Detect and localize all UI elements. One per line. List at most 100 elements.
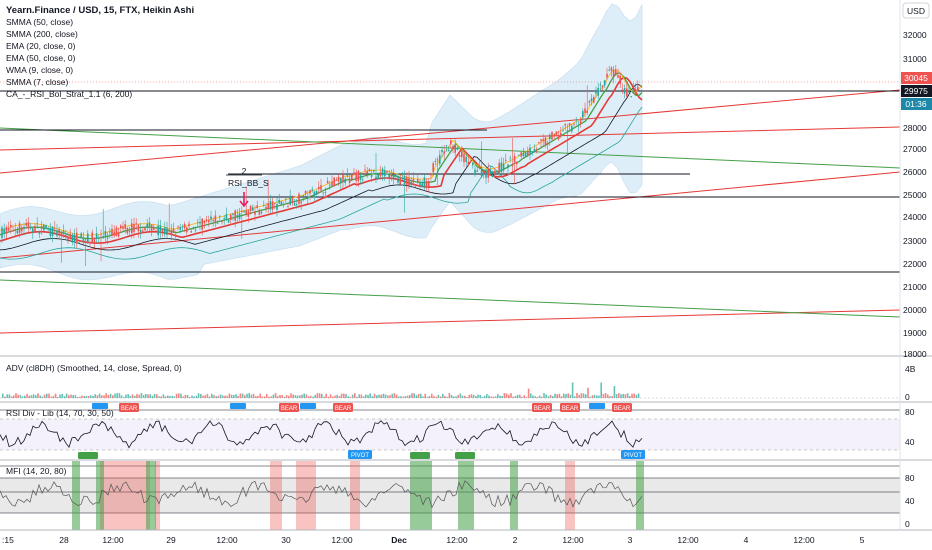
candle-body xyxy=(623,88,626,94)
indicator-legend-wma9[interactable]: WMA (9, close, 0) xyxy=(6,65,73,75)
candle-body xyxy=(498,163,500,173)
trend-line[interactable] xyxy=(0,279,901,318)
candle-body xyxy=(203,221,206,224)
bull-pivot-tag[interactable] xyxy=(78,452,98,459)
adv-bar xyxy=(362,396,365,398)
candle-body xyxy=(3,228,5,234)
bull-divergence-tag[interactable] xyxy=(589,403,605,409)
indicator-legend-smma7[interactable]: SMMA (7, close) xyxy=(6,77,69,87)
adv-bar xyxy=(633,393,635,398)
bear-tag[interactable] xyxy=(279,403,299,412)
candle-body xyxy=(175,234,177,237)
candle-body xyxy=(454,145,456,153)
candle-body xyxy=(82,239,85,242)
bull-pivot-tag[interactable] xyxy=(455,452,475,459)
adv-bar xyxy=(24,395,26,398)
mfi-title[interactable]: MFI (14, 20, 80) xyxy=(6,466,67,476)
last-price-box[interactable] xyxy=(901,72,932,84)
adv-bar xyxy=(593,394,596,398)
candle-body xyxy=(91,232,93,243)
bear-tag[interactable] xyxy=(333,403,353,412)
mfi-overbought-zone xyxy=(565,461,575,530)
indicator-legend-smma50[interactable]: SMMA (50, close) xyxy=(6,17,73,27)
candle-body xyxy=(214,215,217,223)
indicator-legend-smma200[interactable]: SMMA (200, close) xyxy=(6,29,78,39)
trend-line[interactable] xyxy=(0,126,901,151)
rsi-title[interactable]: RSI Div - Lib (14, 70, 30, 50) xyxy=(6,408,114,418)
bull-divergence-tag[interactable] xyxy=(230,403,246,409)
candle-body xyxy=(318,186,320,190)
adv-bar xyxy=(510,393,512,398)
candle-body xyxy=(384,170,386,177)
adv-bar xyxy=(525,396,528,398)
bear-tag[interactable] xyxy=(612,403,632,412)
trend-line[interactable] xyxy=(0,127,901,169)
adv-bar xyxy=(252,393,255,398)
candle-body xyxy=(582,111,584,118)
pivot-tag[interactable] xyxy=(348,450,372,459)
adv-bar xyxy=(296,395,299,398)
bear-tag[interactable] xyxy=(532,403,552,412)
time-axis[interactable]: :15 28 12:00 29 12:00 30 12:00 Dec 12:00… xyxy=(2,535,865,545)
line-price-box[interactable] xyxy=(901,85,932,97)
bull-divergence-tag[interactable] xyxy=(300,403,316,409)
adv-bar xyxy=(52,395,55,398)
adv-bar xyxy=(409,395,411,398)
indicator-legend-rsi-bol-strat[interactable]: CA_-_RSI_Bol_Strat_1.1 (6, 200) xyxy=(6,89,132,99)
candle-body xyxy=(546,142,549,145)
candle-body xyxy=(373,169,375,172)
main-price-pane[interactable] xyxy=(0,3,901,334)
signal-label[interactable]: RSI_BB_S xyxy=(228,178,269,188)
mfi-indicator-pane[interactable] xyxy=(0,461,900,530)
adv-indicator-pane[interactable] xyxy=(0,382,900,399)
adv-bar xyxy=(81,395,83,398)
adv-title[interactable]: ADV (cl8DH) (Smoothed, 14, close, Spread… xyxy=(6,363,182,373)
adv-bar xyxy=(180,393,182,398)
adv-bar xyxy=(453,396,455,398)
adv-bar xyxy=(402,396,404,398)
adv-bar xyxy=(175,393,178,398)
adv-bar xyxy=(116,393,118,398)
trend-line[interactable] xyxy=(0,309,901,334)
adv-bar xyxy=(516,394,519,398)
adv-bar xyxy=(257,395,259,398)
candle-body xyxy=(271,201,274,210)
currency-button[interactable] xyxy=(902,2,930,19)
candle-body xyxy=(562,130,564,132)
indicator-legend-ema50[interactable]: EMA (50, close, 0) xyxy=(6,53,76,63)
candle-body xyxy=(634,89,637,96)
bear-tag[interactable] xyxy=(560,403,580,412)
adv-bar xyxy=(523,395,525,398)
candle-body xyxy=(243,210,245,212)
adv-bar xyxy=(98,393,101,398)
candle-body xyxy=(269,201,272,210)
indicator-legend-ema20[interactable]: EMA (20, close, 0) xyxy=(6,41,76,51)
candle-body xyxy=(133,224,135,233)
candle-body xyxy=(621,89,624,91)
price-axis[interactable]: 32000 31000 30000 29000 28000 27000 2600… xyxy=(903,30,927,359)
adv-bar xyxy=(41,396,44,398)
adv-bar xyxy=(439,396,442,398)
adv-bar xyxy=(17,394,19,398)
adv-bar xyxy=(556,394,558,398)
time-label: 4 xyxy=(744,535,749,545)
trend-line[interactable] xyxy=(0,89,901,174)
candle-body xyxy=(142,230,144,233)
rsi-divergence-pane[interactable]: BEAR BEAR BEAR BEAR BEAR BEAR PIVOT PIVOT xyxy=(0,403,900,459)
adv-bar xyxy=(147,394,149,398)
candle-body xyxy=(43,224,45,231)
mfi-oversold-zone xyxy=(410,461,432,530)
adv-bar xyxy=(70,394,72,398)
bull-divergence-tag[interactable] xyxy=(92,403,108,409)
pivot-tag[interactable] xyxy=(621,450,645,459)
candle-body xyxy=(100,234,102,236)
candle-body xyxy=(10,224,12,228)
adv-bar xyxy=(607,394,609,398)
trend-line[interactable] xyxy=(0,171,901,259)
price-tick: 25000 xyxy=(903,190,927,200)
bear-tag[interactable] xyxy=(119,403,139,412)
bull-pivot-tag[interactable] xyxy=(410,452,430,459)
adv-bar xyxy=(270,396,272,398)
candle-body xyxy=(205,219,208,222)
